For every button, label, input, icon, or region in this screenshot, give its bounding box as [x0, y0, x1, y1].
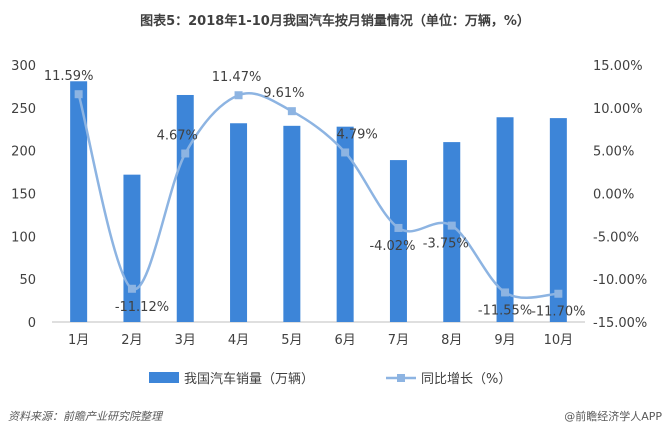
line-series	[74, 90, 563, 300]
y-left-tick-label: 150	[11, 188, 36, 203]
sales-bar	[230, 123, 248, 323]
y-left-tick-label: 300	[11, 59, 36, 74]
sales-bar	[70, 81, 88, 322]
y-right-tick-label: 5.00%	[593, 145, 634, 160]
growth-data-label: 11.59%	[44, 69, 94, 84]
growth-marker	[181, 149, 190, 158]
credit-note: @前瞻经济学人APP	[564, 410, 662, 423]
growth-marker	[127, 284, 136, 293]
sales-bar	[549, 118, 567, 322]
growth-marker	[74, 90, 83, 99]
growth-data-label: 4.67%	[157, 128, 198, 143]
growth-marker	[501, 288, 510, 297]
growth-data-label: 9.61%	[263, 86, 304, 101]
growth-marker	[447, 221, 456, 230]
growth-marker	[234, 91, 243, 100]
source-note: 资料来源：前瞻产业研究院整理	[8, 410, 162, 423]
growth-data-label: -11.12%	[115, 300, 169, 315]
y-left-tick-label: 50	[19, 273, 36, 288]
y-left-tick-label: 100	[11, 230, 36, 245]
legend-bar-label: 我国汽车销量（万辆）	[184, 371, 314, 387]
x-tick-label: 6月	[335, 333, 356, 348]
growth-marker	[394, 223, 403, 232]
y-right-tick-label: 10.00%	[593, 102, 643, 117]
growth-marker	[554, 289, 563, 298]
y-right-tick-label: -10.00%	[593, 273, 647, 288]
growth-data-label: -3.75%	[423, 237, 469, 252]
growth-data-label: -4.02%	[369, 239, 415, 254]
y-left-tick-label: 250	[11, 102, 36, 117]
growth-data-label: 11.47%	[212, 70, 262, 85]
growth-marker	[341, 148, 350, 157]
sales-bar	[443, 142, 461, 322]
x-tick-label: 4月	[228, 333, 249, 348]
growth-marker	[287, 107, 296, 116]
growth-data-label: -11.70%	[531, 305, 585, 320]
y-right-tick-label: -15.00%	[593, 316, 647, 331]
chart-title: 图表5：2018年1-10月我国汽车按月销量情况（单位：万辆，%）	[140, 14, 530, 29]
x-tick-label: 10月	[544, 333, 574, 348]
y-left-tick-label: 200	[11, 145, 36, 160]
legend-line-label: 同比增长（%）	[421, 372, 511, 387]
x-tick-label: 3月	[175, 333, 196, 348]
x-tick-label: 5月	[281, 333, 302, 348]
legend-line-marker	[397, 374, 405, 382]
sales-bar	[283, 125, 301, 322]
legend-bar-swatch	[149, 372, 179, 383]
growth-data-label: -11.55%	[478, 303, 532, 318]
bar-series	[70, 81, 567, 323]
growth-data-label: 4.79%	[336, 127, 377, 142]
x-tick-label: 1月	[68, 333, 89, 348]
sales-bar	[496, 117, 514, 322]
x-tick-label: 9月	[494, 333, 515, 348]
data-labels: 11.59% -11.12% 4.67% 11.47%9.61% 4.79% -4.02%…	[44, 69, 586, 320]
x-tick-label: 7月	[388, 333, 409, 348]
y-right-tick-label: -5.00%	[593, 230, 639, 245]
sales-bar	[336, 126, 354, 323]
legend: 我国汽车销量（万辆） 同比增长（%）	[149, 371, 511, 387]
axes: 0 50 100 150 200 250 300 -15.00% -10.00% -5.00% 0.…	[11, 59, 647, 348]
y-right-tick-label: 15.00%	[593, 59, 643, 74]
sales-bar	[389, 160, 407, 322]
growth-line	[77, 92, 559, 300]
y-left-tick-label: 0	[28, 316, 36, 331]
x-tick-label: 2月	[121, 333, 142, 348]
y-right-tick-label: 0.00%	[593, 188, 634, 203]
sales-bar	[176, 94, 194, 322]
x-tick-label: 8月	[441, 333, 462, 348]
